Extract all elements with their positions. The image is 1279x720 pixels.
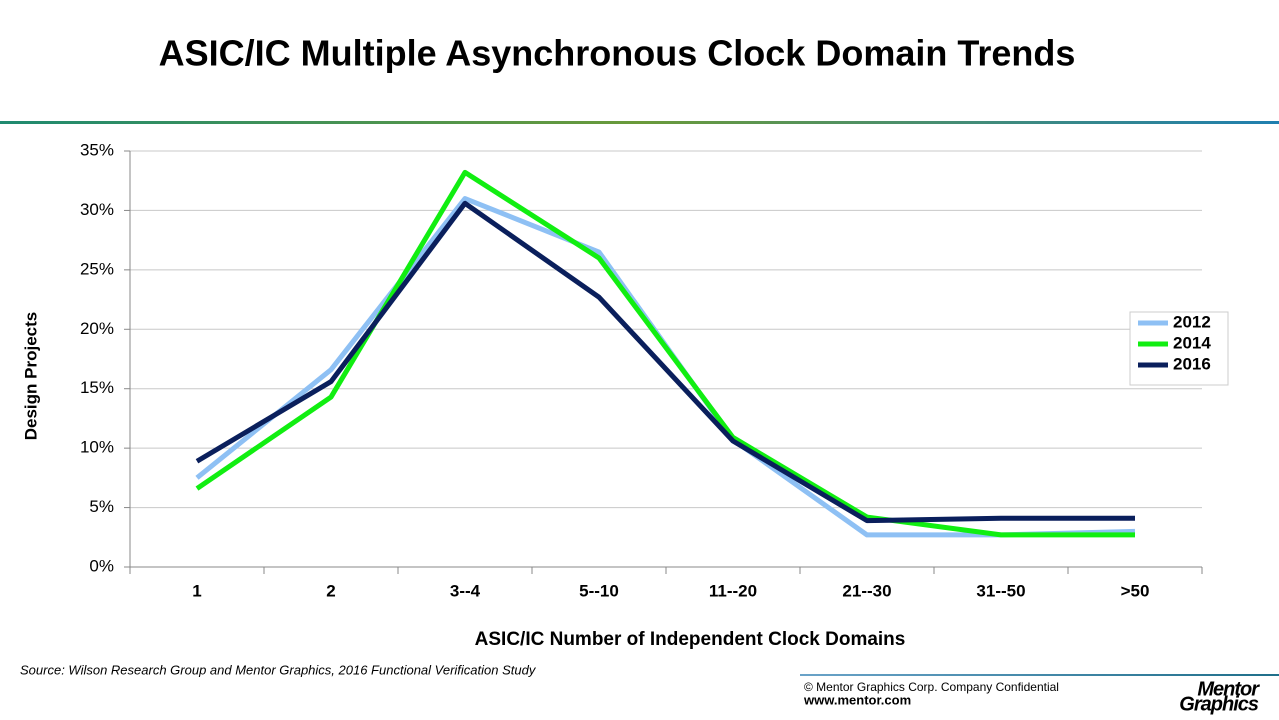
chart-title: ASIC/IC Multiple Asynchronous Clock Doma… bbox=[159, 33, 1076, 74]
legend-label: 2012 bbox=[1173, 312, 1211, 331]
y-tick-label: 35% bbox=[80, 140, 114, 159]
series-line bbox=[195, 200, 1135, 524]
y-tick-label: 10% bbox=[80, 438, 114, 457]
x-tick-label: 5--10 bbox=[579, 581, 619, 600]
y-tick-label: 0% bbox=[89, 556, 114, 575]
legend-label: 2016 bbox=[1173, 354, 1211, 373]
header-rule bbox=[0, 121, 1279, 124]
y-tick-label: 25% bbox=[80, 259, 114, 278]
x-tick-label: >50 bbox=[1121, 581, 1150, 600]
legend-label: 2014 bbox=[1173, 333, 1211, 352]
x-tick-label: 1 bbox=[192, 581, 201, 600]
x-tick-label: 2 bbox=[326, 581, 335, 600]
footer-rule bbox=[800, 674, 1279, 676]
y-axis-label: Design Projects bbox=[21, 312, 40, 441]
website: www.mentor.com bbox=[803, 692, 911, 707]
x-tick-label: 21--30 bbox=[842, 581, 891, 600]
x-tick-label: 3--4 bbox=[450, 581, 481, 600]
y-tick-label: 30% bbox=[80, 200, 114, 219]
series-line bbox=[195, 169, 1135, 538]
source-note: Source: Wilson Research Group and Mentor… bbox=[20, 662, 537, 677]
x-axis-label: ASIC/IC Number of Independent Clock Doma… bbox=[475, 629, 906, 650]
copyright: © Mentor Graphics Corp. Company Confiden… bbox=[804, 680, 1059, 694]
x-tick-label: 11--20 bbox=[709, 581, 757, 600]
logo: Graphics bbox=[1179, 693, 1259, 715]
y-tick-label: 15% bbox=[80, 378, 114, 397]
y-tick-label: 20% bbox=[80, 319, 114, 338]
y-tick-label: 5% bbox=[89, 497, 114, 516]
x-tick-label: 31--50 bbox=[976, 581, 1025, 600]
logo: Mentor bbox=[1197, 678, 1260, 700]
